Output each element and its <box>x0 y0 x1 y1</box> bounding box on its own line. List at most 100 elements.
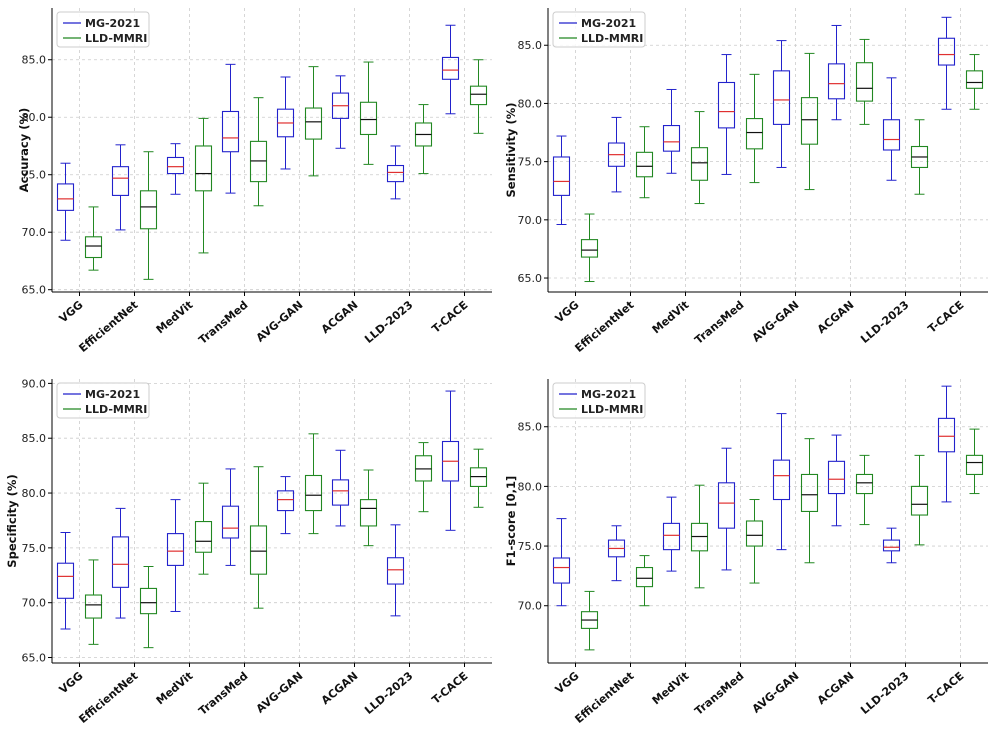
box-mg-2021-vgg <box>552 518 571 607</box>
box-mg-2021-lld-2023 <box>882 527 901 564</box>
box-mg-2021-vgg <box>56 162 75 241</box>
x-tick-label: LLD-2023 <box>858 669 911 717</box>
box-body <box>690 147 709 181</box>
x-tick-label: VGG <box>57 669 86 696</box>
box-body <box>249 525 268 575</box>
x-tick-label: EfficientNet <box>572 298 636 355</box>
box-lld-mmri-transmed <box>249 97 268 207</box>
y-tick-label: 85.0 <box>518 39 543 52</box>
box-body <box>331 479 350 506</box>
x-tick-label: AVG-GAN <box>254 669 306 715</box>
x-tick-label: EfficientNet <box>572 669 636 726</box>
box-body <box>111 166 130 196</box>
box-body <box>166 156 185 175</box>
box-lld-mmri-transmed <box>249 466 268 609</box>
box-body <box>139 190 158 230</box>
box-body <box>386 164 405 183</box>
y-tick-label: 70.0 <box>22 226 47 239</box>
box-body <box>56 562 75 599</box>
box-mg-2021-lld-2023 <box>882 77 901 181</box>
box-lld-mmri-efficientnet <box>635 126 654 199</box>
box-mg-2021-medvit <box>662 88 681 174</box>
y-tick-label: 65.0 <box>22 284 47 297</box>
legend: MG-2021 LLD-MMRI <box>552 382 646 419</box>
box-mg-2021-avg-gan <box>276 476 295 535</box>
x-tick-label: T-CACE <box>429 298 470 335</box>
box-lld-mmri-efficientnet <box>139 151 158 280</box>
box-mg-2021-efficientnet <box>607 116 626 193</box>
legend-label: LLD-MMRI <box>581 32 643 45</box>
box-lld-mmri-lld-2023 <box>910 454 929 546</box>
x-tick-label: TransMed <box>196 669 250 717</box>
box-mg-2021-avg-gan <box>772 413 791 551</box>
legend: MG-2021 LLD-MMRI <box>552 11 646 48</box>
x-tick-label: EfficientNet <box>76 669 140 726</box>
legend-label: LLD-MMRI <box>85 403 147 416</box>
x-tick-label: ACGAN <box>319 298 361 336</box>
y-axis-label: Specificity (%) <box>5 474 19 567</box>
box-lld-mmri-medvit <box>690 111 709 205</box>
box-body <box>937 37 956 66</box>
box-lld-mmri-transmed <box>745 499 764 584</box>
box-body <box>882 539 901 552</box>
box-body <box>469 85 488 106</box>
x-tick-label: ACGAN <box>815 298 857 336</box>
y-axis-label: Sensitivity (%) <box>504 103 518 198</box>
box-body <box>221 505 240 539</box>
y-tick-label: 75.0 <box>518 540 543 553</box>
box-body <box>772 459 791 501</box>
x-tick-label: LLD-2023 <box>858 298 911 346</box>
box-body <box>580 239 599 258</box>
y-tick-label: 85.0 <box>22 54 47 67</box>
box-body <box>855 473 874 495</box>
x-tick-label: TransMed <box>692 669 746 717</box>
box-lld-mmri-lld-2023 <box>910 119 929 195</box>
box-body <box>855 62 874 102</box>
box-body <box>56 183 75 211</box>
x-tick-label: AVG-GAN <box>750 669 802 715</box>
y-tick-label: 70.0 <box>518 600 543 613</box>
box-lld-mmri-medvit <box>690 484 709 589</box>
box-lld-mmri-t-cace <box>965 54 984 110</box>
box-body <box>827 460 846 495</box>
box-lld-mmri-acgan <box>359 61 378 165</box>
y-tick-label: 80.0 <box>22 111 47 124</box>
box-body <box>304 474 323 512</box>
x-tick-label: MedVit <box>650 669 692 707</box>
x-tick-label: LLD-2023 <box>362 298 415 346</box>
box-body <box>937 417 956 453</box>
box-mg-2021-acgan <box>331 449 350 527</box>
box-body <box>359 101 378 136</box>
x-tick-label: MedVit <box>650 298 692 336</box>
box-lld-mmri-avg-gan <box>304 66 323 177</box>
box-lld-mmri-avg-gan <box>800 52 819 191</box>
x-tick-label: MedVit <box>154 298 196 336</box>
box-body <box>800 473 819 513</box>
box-body <box>662 522 681 551</box>
box-body <box>552 156 571 196</box>
y-tick-label: 80.0 <box>518 97 543 110</box>
box-lld-mmri-medvit <box>194 117 213 254</box>
y-tick-label: 85.0 <box>22 432 47 445</box>
box-mg-2021-avg-gan <box>772 40 791 168</box>
x-tick-label: MedVit <box>154 669 196 707</box>
box-body <box>800 97 819 145</box>
box-body <box>304 107 323 140</box>
box-mg-2021-transmed <box>717 447 736 571</box>
x-tick-label: VGG <box>57 298 86 325</box>
box-body <box>139 587 158 615</box>
box-mg-2021-vgg <box>56 532 75 630</box>
box-mg-2021-medvit <box>662 496 681 572</box>
box-mg-2021-acgan <box>827 434 846 527</box>
legend-label: MG-2021 <box>581 388 636 401</box>
y-tick-label: 90.0 <box>22 377 47 390</box>
box-lld-mmri-vgg <box>580 590 599 651</box>
box-body <box>194 520 213 553</box>
box-lld-mmri-avg-gan <box>800 438 819 564</box>
y-axis-label: F1-score [0,1] <box>504 476 518 567</box>
box-mg-2021-medvit <box>166 499 185 612</box>
box-mg-2021-efficientnet <box>111 507 130 619</box>
box-mg-2021-vgg <box>552 135 571 225</box>
